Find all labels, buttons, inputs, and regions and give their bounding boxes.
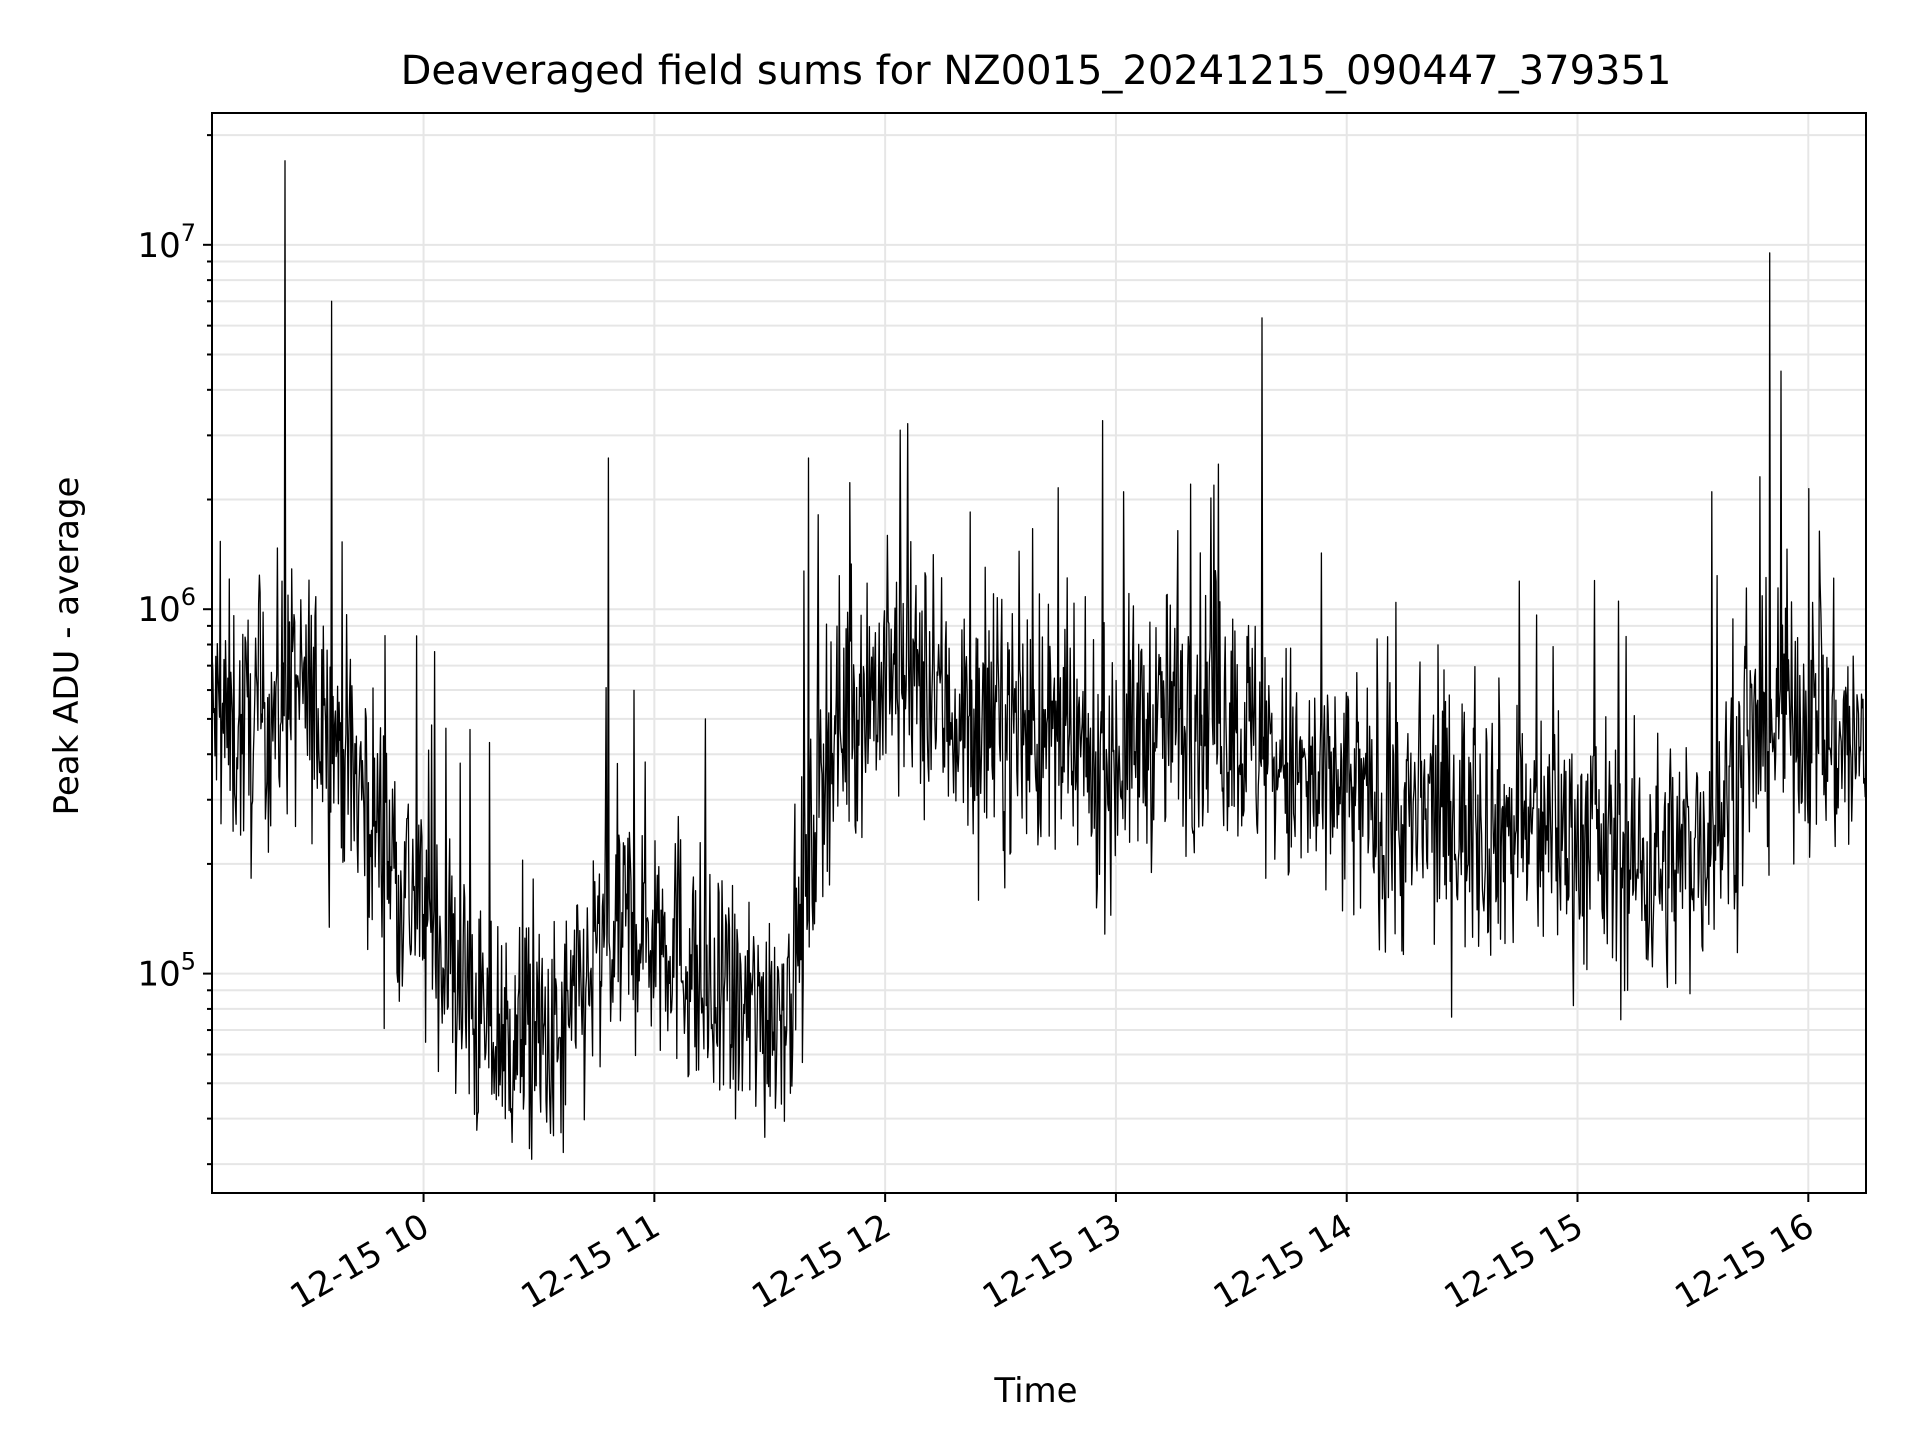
y-axis-label: Peak ADU - average: [47, 477, 87, 816]
y-tick-label: 107: [137, 219, 196, 266]
plot-frame: [211, 112, 1867, 1194]
chart-title: Deaveraged field sums for NZ0015_2024121…: [401, 48, 1672, 94]
x-axis-label: Time: [993, 1371, 1077, 1411]
y-tick-label: 106: [137, 583, 196, 630]
y-tick-label: 105: [137, 948, 196, 995]
series-layer: [211, 160, 1867, 1160]
data-series-line: [211, 160, 1867, 1160]
